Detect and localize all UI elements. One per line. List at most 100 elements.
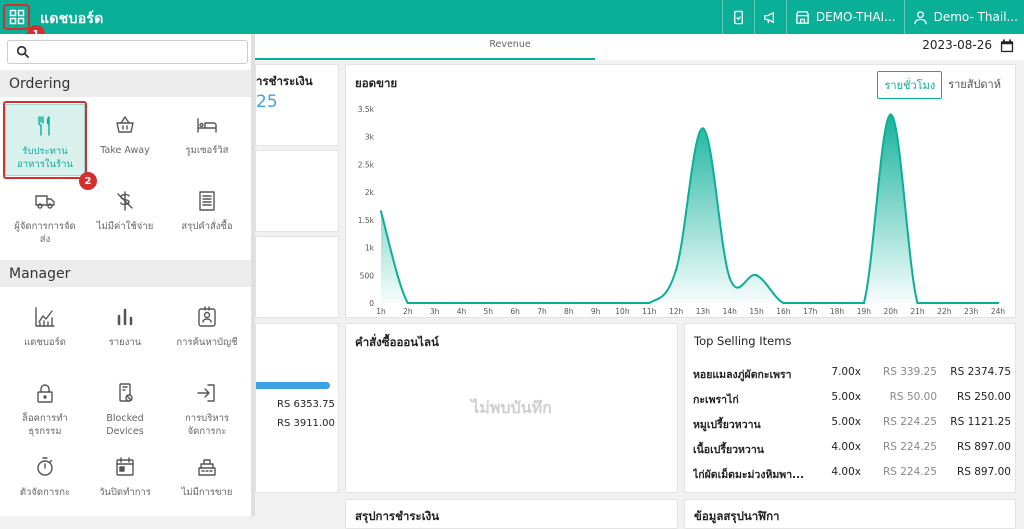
y-tick-label: 1k xyxy=(365,244,375,253)
app-grid-button[interactable] xyxy=(3,4,30,30)
top-selling-qty: 7.00x xyxy=(831,366,861,378)
phone-icon xyxy=(733,10,743,24)
top-selling-row: หอยแมลงภู่ผัดกะเพรา 7.00x RS 339.25 RS 2374… xyxy=(693,366,1023,384)
menu-tile-label: รับประทาน อาหารในร้าน xyxy=(17,146,73,170)
stopwatch-icon xyxy=(34,456,56,478)
y-tick-label: 3.5k xyxy=(358,105,375,114)
x-tick-label: 20h xyxy=(884,307,899,316)
x-tick-label: 5h xyxy=(484,307,494,316)
top-selling-name: ไก่ผัดเม็ดมะม่วงหิมพา... xyxy=(693,469,805,481)
top-selling-row: หมูเปรี้ยวหวาน 5.00x RS 224.25 RS 1121.25 xyxy=(693,416,1023,434)
menu-tile-stopwatch[interactable]: ตัวจัดการกะ xyxy=(5,446,85,516)
sales-point xyxy=(460,301,463,305)
x-tick-label: 1h xyxy=(376,307,386,316)
page-title: แดชบอร์ด xyxy=(40,11,104,27)
sales-point xyxy=(996,301,1000,305)
x-tick-label: 3h xyxy=(430,307,440,316)
menu-tile-account-card[interactable]: การค้นหาบัญชี xyxy=(167,296,247,368)
x-tick-label: 23h xyxy=(964,307,979,316)
x-tick-label: 2h xyxy=(403,307,413,316)
menu-tile-no-charge[interactable]: ไม่มีค่าใช้จ่าย xyxy=(85,180,165,252)
menu-tile-label: การบริหาร จัดการกะ xyxy=(184,413,230,437)
progress-fill xyxy=(256,382,330,389)
menu-tile-label: ตัวจัดการกะ xyxy=(19,487,71,498)
online-orders-card: คำสั่งซื้อออนไลน์ ไม่พบบันทึก xyxy=(345,323,678,493)
y-tick-label: 3k xyxy=(365,133,375,142)
menu-tile-label: ผู้จัดการการจัด ส่ง xyxy=(14,221,76,245)
top-selling-total: RS 2374.75 xyxy=(950,366,1011,378)
hourly-toggle[interactable]: รายชั่วโมง xyxy=(877,71,943,99)
top-selling-total: RS 250.00 xyxy=(956,391,1011,403)
payment-summary-bottom-card: สรุปการชำระเงิน xyxy=(345,499,678,529)
sidebar-scrollbar[interactable] xyxy=(251,34,254,516)
menu-tile-fork-knife[interactable]: รับประทาน อาหารในร้าน xyxy=(5,104,85,176)
x-tick-label: 16h xyxy=(776,307,791,316)
calendar-icon[interactable] xyxy=(1000,39,1014,53)
x-tick-label: 21h xyxy=(910,307,925,316)
top-selling-price: RS 224.25 xyxy=(882,416,937,428)
grid-icon xyxy=(9,9,24,25)
user-icon xyxy=(913,10,927,24)
top-selling-name: หอยแมลงภู่ผัดกะเพรา xyxy=(693,369,792,381)
sales-point xyxy=(809,301,812,305)
y-tick-label: 500 xyxy=(360,271,375,280)
top-selling-name: หมูเปรี้ยวหวาน xyxy=(693,419,761,431)
x-tick-label: 13h xyxy=(696,307,711,316)
menu-tile-bar-chart[interactable]: รายงาน xyxy=(85,296,165,368)
menu-tile-line-chart[interactable]: แดชบอร์ด xyxy=(5,296,85,368)
top-selling-qty: 4.00x xyxy=(831,466,861,478)
menu-tile-cash-register[interactable]: ไม่มีการขาย xyxy=(167,446,247,516)
account-card-icon xyxy=(196,306,218,328)
top-selling-row: เนื้อเปรี้ยวหวาน 4.00x RS 224.25 RS 897.00 xyxy=(693,441,1023,459)
top-selling-name: กะเพราไก่ xyxy=(693,394,739,406)
clock-summary-title: ข้อมูลสรุปนาฬิกา xyxy=(694,509,780,523)
app-menu-panel: Ordering Manager รับประทาน อาหารในร้าน Ta… xyxy=(0,34,255,516)
menu-tile-label: ล็อคการทำ ธุรกรรม xyxy=(22,413,68,437)
sales-point xyxy=(701,127,705,130)
menu-tile-bed[interactable]: รูมเซอร์วิส xyxy=(167,104,247,176)
menu-search[interactable] xyxy=(7,40,248,64)
user-menu[interactable]: Demo- Thail... xyxy=(903,0,1024,34)
sign-in-icon xyxy=(196,382,218,404)
sales-point xyxy=(728,276,731,280)
x-tick-label: 10h xyxy=(615,307,630,316)
sales-point xyxy=(916,301,919,305)
menu-tile-basket[interactable]: Take Away xyxy=(85,104,165,176)
menu-search-input[interactable] xyxy=(34,43,244,61)
top-selling-qty: 5.00x xyxy=(831,391,861,403)
menu-tile-lock[interactable]: ล็อคการทำ ธุรกรรม xyxy=(5,372,85,444)
menu-tile-blocked-device[interactable]: Blocked Devices xyxy=(85,372,165,444)
device-button[interactable] xyxy=(721,0,754,34)
sales-point xyxy=(540,301,544,305)
sales-point xyxy=(889,113,892,116)
tab-revenue[interactable]: Revenue xyxy=(255,34,595,60)
menu-tile-calendar[interactable]: วันปิดทำการ xyxy=(85,446,165,516)
top-selling-title: Top Selling Items xyxy=(694,334,792,348)
store-selector[interactable]: DEMO-THAI... xyxy=(785,0,904,34)
sales-chart-title: ยอดขาย xyxy=(355,76,398,90)
top-selling-total: RS 897.00 xyxy=(956,466,1011,478)
sales-point xyxy=(621,301,624,305)
truck-icon xyxy=(34,190,56,212)
x-tick-label: 12h xyxy=(669,307,684,316)
x-tick-label: 22h xyxy=(937,307,952,316)
announcement-button[interactable] xyxy=(753,0,786,34)
date-display[interactable]: 2023-08-26 xyxy=(922,38,992,52)
menu-tile-receipt[interactable]: สรุปคำสั่งซื้อ xyxy=(167,180,247,252)
y-tick-label: 2k xyxy=(365,188,375,197)
section-ordering: Ordering xyxy=(0,70,252,97)
y-tick-label: 0 xyxy=(369,299,374,308)
y-tick-label: 2.5k xyxy=(358,160,375,169)
payment-summary-bottom-title: สรุปการชำระเงิน xyxy=(355,509,440,523)
top-selling-total: RS 897.00 xyxy=(956,441,1011,453)
stat-card-3 xyxy=(255,236,339,318)
menu-tile-sign-in[interactable]: การบริหาร จัดการกะ xyxy=(167,372,247,444)
weekly-toggle[interactable]: รายสัปดาห์ xyxy=(948,78,1001,91)
x-tick-label: 17h xyxy=(803,307,818,316)
calendar-icon xyxy=(114,456,136,478)
sales-point xyxy=(567,301,570,305)
section-manager: Manager xyxy=(0,260,252,287)
menu-tile-truck[interactable]: ผู้จัดการการจัด ส่ง xyxy=(5,180,85,252)
menu-tile-label: Take Away xyxy=(100,145,150,156)
sales-point xyxy=(594,301,597,305)
